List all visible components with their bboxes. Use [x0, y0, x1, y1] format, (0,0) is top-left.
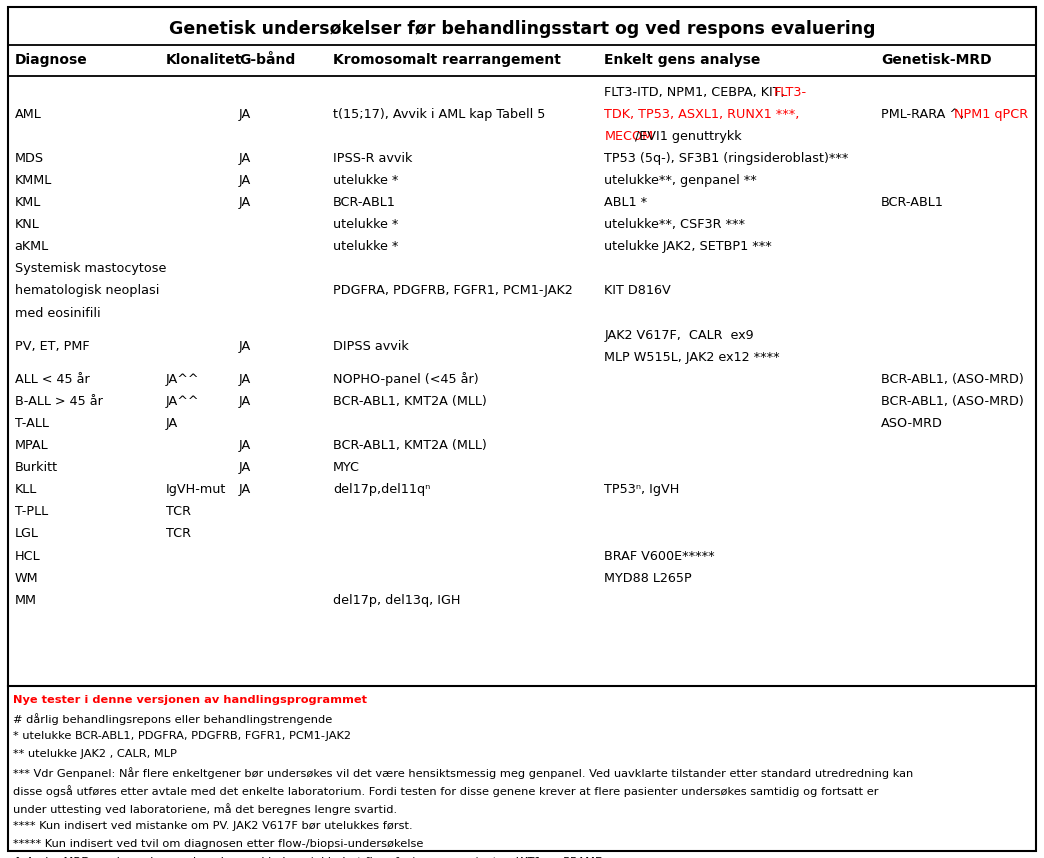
Text: JA^^: JA^^ [166, 395, 199, 408]
Text: BCR-ABL1, KMT2A (MLL): BCR-ABL1, KMT2A (MLL) [333, 439, 487, 452]
Text: MECOM: MECOM [604, 130, 654, 143]
Text: Burkitt: Burkitt [15, 462, 57, 474]
Text: med eosinifili: med eosinifili [15, 306, 100, 319]
Text: JA: JA [239, 373, 252, 386]
Text: T-PLL: T-PLL [15, 505, 48, 518]
Text: # dårlig behandlingsrepons eller behandlingstrengende: # dårlig behandlingsrepons eller behandl… [13, 713, 332, 725]
Text: TCR: TCR [166, 528, 191, 541]
Text: JA: JA [239, 439, 252, 452]
Text: JA: JA [239, 462, 252, 474]
Text: MPAL: MPAL [15, 439, 48, 452]
Text: KLL: KLL [15, 483, 37, 496]
Text: JA: JA [239, 483, 252, 496]
Text: KNL: KNL [15, 218, 40, 231]
Text: TDK, TP53, ASXL1, RUNX1 ***,: TDK, TP53, ASXL1, RUNX1 ***, [604, 108, 804, 121]
Text: disse også utføres etter avtale med det enkelte laboratorium. Fordi testen for d: disse også utføres etter avtale med det … [13, 785, 878, 797]
Text: KMML: KMML [15, 174, 52, 187]
Text: HCL: HCL [15, 550, 41, 563]
Text: Nye tester i denne versjonen av handlingsprogrammet: Nye tester i denne versjonen av handling… [13, 695, 366, 705]
Text: DIPSS avvik: DIPSS avvik [333, 340, 409, 353]
Text: T-ALL: T-ALL [15, 417, 48, 430]
Text: B-ALL > 45 år: B-ALL > 45 år [15, 395, 102, 408]
Text: hematologisk neoplasi: hematologisk neoplasi [15, 285, 159, 298]
Text: KML: KML [15, 196, 41, 209]
Text: utelukke *: utelukke * [333, 174, 399, 187]
Text: LGL: LGL [15, 528, 39, 541]
Text: PV, ET, PMF: PV, ET, PMF [15, 340, 89, 353]
Text: FLT3-: FLT3- [774, 86, 807, 99]
Text: PML-RARA ^,: PML-RARA ^, [881, 108, 968, 121]
Text: MM: MM [15, 594, 37, 607]
Text: utelukke JAK2, SETBP1 ***: utelukke JAK2, SETBP1 *** [604, 240, 773, 253]
Text: Kromosomalt rearrangement: Kromosomalt rearrangement [333, 53, 561, 67]
Text: NOPHO-panel (<45 år): NOPHO-panel (<45 år) [333, 372, 478, 386]
Text: ASO-MRD: ASO-MRD [881, 417, 943, 430]
Text: /EVI1 genuttrykk: /EVI1 genuttrykk [635, 130, 741, 143]
Text: G-bånd: G-bånd [239, 53, 295, 67]
Text: TCR: TCR [166, 505, 191, 518]
Text: NPM1 qPCR: NPM1 qPCR [954, 108, 1028, 121]
Text: MLP W515L, JAK2 ex12 ****: MLP W515L, JAK2 ex12 **** [604, 351, 780, 364]
Text: del17p,del11qⁿ: del17p,del11qⁿ [333, 483, 430, 496]
Text: FLT3-ITD, NPM1, CEBPA, KIT,: FLT3-ITD, NPM1, CEBPA, KIT, [604, 86, 789, 99]
Text: BCR-ABL1, (ASO-MRD): BCR-ABL1, (ASO-MRD) [881, 395, 1024, 408]
Text: JA: JA [239, 174, 252, 187]
Text: utelukke**, CSF3R ***: utelukke**, CSF3R *** [604, 218, 745, 231]
Text: JA: JA [239, 395, 252, 408]
Text: JA: JA [239, 152, 252, 165]
Text: JA: JA [239, 340, 252, 353]
Text: Klonalitet: Klonalitet [166, 53, 242, 67]
Text: IgVH-mut: IgVH-mut [166, 483, 227, 496]
Text: ^ Andre MRD-markører kan undersøkes ved behov, inkludert flere fusjonsgenvariant: ^ Andre MRD-markører kan undersøkes ved … [13, 857, 601, 858]
Text: ABL1 *: ABL1 * [604, 196, 647, 209]
Text: BCR-ABL1: BCR-ABL1 [333, 196, 396, 209]
Text: PDGFRA, PDGFRB, FGFR1, PCM1-JAK2: PDGFRA, PDGFRB, FGFR1, PCM1-JAK2 [333, 285, 573, 298]
Text: BRAF V600E*****: BRAF V600E***** [604, 550, 715, 563]
Text: Diagnose: Diagnose [15, 53, 88, 67]
Text: AML: AML [15, 108, 42, 121]
Text: BCR-ABL1, KMT2A (MLL): BCR-ABL1, KMT2A (MLL) [333, 395, 487, 408]
Text: ALL < 45 år: ALL < 45 år [15, 373, 90, 386]
Text: Enkelt gens analyse: Enkelt gens analyse [604, 53, 761, 67]
Text: del17p, del13q, IGH: del17p, del13q, IGH [333, 594, 460, 607]
Text: TP53ⁿ, IgVH: TP53ⁿ, IgVH [604, 483, 680, 496]
Text: aKML: aKML [15, 240, 49, 253]
Text: * utelukke BCR-ABL1, PDGFRA, PDGFRB, FGFR1, PCM1-JAK2: * utelukke BCR-ABL1, PDGFRA, PDGFRB, FGF… [13, 731, 351, 741]
Text: under uttesting ved laboratoriene, må det beregnes lengre svartid.: under uttesting ved laboratoriene, må de… [13, 803, 397, 815]
Text: **** Kun indisert ved mistanke om PV. JAK2 V617F bør utelukkes først.: **** Kun indisert ved mistanke om PV. JA… [13, 821, 412, 831]
Text: ** utelukke JAK2 , CALR, MLP: ** utelukke JAK2 , CALR, MLP [13, 749, 176, 759]
Text: TP53 (5q-), SF3B1 (ringsideroblast)***: TP53 (5q-), SF3B1 (ringsideroblast)*** [604, 152, 849, 165]
Text: JA: JA [239, 196, 252, 209]
Text: BCR-ABL1, (ASO-MRD): BCR-ABL1, (ASO-MRD) [881, 373, 1024, 386]
Text: JA: JA [166, 417, 179, 430]
Text: utelukke *: utelukke * [333, 240, 399, 253]
Text: MDS: MDS [15, 152, 44, 165]
Text: BCR-ABL1: BCR-ABL1 [881, 196, 944, 209]
Text: utelukke *: utelukke * [333, 218, 399, 231]
Text: WM: WM [15, 571, 39, 584]
Text: KIT D816V: KIT D816V [604, 285, 671, 298]
Text: t(15;17), Avvik i AML kap Tabell 5: t(15;17), Avvik i AML kap Tabell 5 [333, 108, 545, 121]
Text: Genetisk undersøkelser før behandlingsstart og ved respons evaluering: Genetisk undersøkelser før behandlingsst… [169, 21, 875, 38]
Text: JA: JA [239, 108, 252, 121]
Text: JAK2 V617F,  CALR  ex9: JAK2 V617F, CALR ex9 [604, 329, 754, 341]
Text: MYC: MYC [333, 462, 360, 474]
Text: ***** Kun indisert ved tvil om diagnosen etter flow-/biopsi-undersøkelse: ***** Kun indisert ved tvil om diagnosen… [13, 839, 423, 849]
Text: IPSS-R avvik: IPSS-R avvik [333, 152, 412, 165]
Text: JA^^: JA^^ [166, 373, 199, 386]
Text: MYD88 L265P: MYD88 L265P [604, 571, 692, 584]
Text: utelukke**, genpanel **: utelukke**, genpanel ** [604, 174, 757, 187]
Text: Genetisk-MRD: Genetisk-MRD [881, 53, 992, 67]
Text: *** Vdr Genpanel: Når flere enkeltgener bør undersøkes vil det være hensiktsmess: *** Vdr Genpanel: Når flere enkeltgener … [13, 767, 912, 779]
Text: Systemisk mastocytose: Systemisk mastocytose [15, 263, 166, 275]
